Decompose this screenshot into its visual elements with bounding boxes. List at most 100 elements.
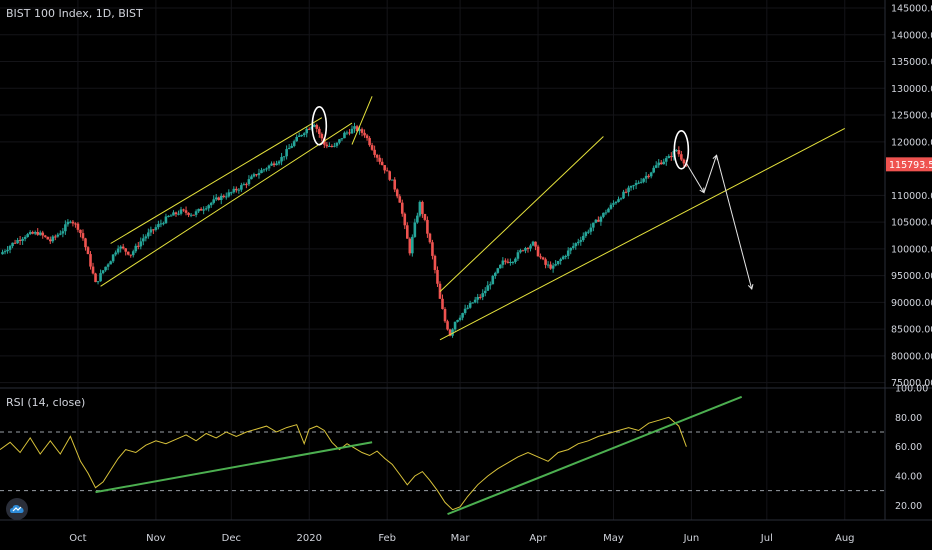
time-tick-label: Jun bbox=[683, 533, 700, 544]
candle-body bbox=[536, 246, 540, 257]
price-tick-label: 75000.00 bbox=[891, 378, 932, 389]
candle-body bbox=[96, 281, 100, 283]
candle-body bbox=[330, 146, 334, 148]
candle-body bbox=[235, 188, 238, 191]
candle-body bbox=[549, 264, 552, 269]
candle-body bbox=[634, 183, 638, 186]
candle-body bbox=[139, 241, 143, 247]
grid-layer bbox=[0, 0, 885, 520]
candle-body bbox=[16, 240, 19, 244]
candle-body bbox=[343, 132, 346, 139]
candle-body bbox=[587, 231, 590, 233]
candle-body bbox=[388, 171, 392, 180]
candle-body bbox=[403, 213, 407, 226]
candle-body bbox=[602, 212, 605, 217]
candle-body bbox=[380, 161, 384, 166]
candle-body bbox=[182, 209, 185, 211]
candle-body bbox=[348, 132, 351, 134]
candle-body bbox=[240, 185, 243, 190]
rsi-line bbox=[0, 416, 687, 511]
candle-body bbox=[217, 197, 221, 201]
candle-body bbox=[418, 201, 422, 216]
candle-body bbox=[413, 222, 417, 237]
candle-body bbox=[390, 179, 394, 181]
rsi-tick-label: 20.00 bbox=[895, 501, 922, 512]
candle-body bbox=[385, 170, 389, 172]
candle-body bbox=[433, 255, 437, 270]
candle-body bbox=[488, 284, 492, 286]
candle-body bbox=[184, 210, 188, 213]
candle-body bbox=[333, 145, 336, 147]
candle-body bbox=[192, 214, 195, 216]
candle-body bbox=[393, 179, 397, 190]
candle-body bbox=[642, 178, 645, 182]
candle-body bbox=[514, 258, 517, 262]
price-tick-label: 105000.00 bbox=[891, 218, 932, 229]
candle-body bbox=[280, 157, 283, 162]
candle-body bbox=[370, 145, 374, 150]
price-tick-label: 110000.00 bbox=[891, 191, 932, 202]
candle-body bbox=[516, 252, 520, 259]
candle-body bbox=[204, 208, 208, 210]
candle-body bbox=[227, 192, 231, 197]
candle-body bbox=[11, 242, 14, 247]
candle-body bbox=[162, 223, 165, 225]
last-price-badge bbox=[886, 157, 932, 172]
candle-body bbox=[431, 242, 434, 256]
candle-body bbox=[89, 254, 92, 267]
candle-body bbox=[33, 232, 37, 234]
candle-body bbox=[312, 124, 316, 127]
price-tick-label: 145000.00 bbox=[891, 4, 932, 15]
candle-body bbox=[559, 259, 562, 262]
candle-body bbox=[13, 242, 17, 244]
candle-body bbox=[265, 168, 268, 170]
candle-body bbox=[282, 156, 286, 158]
last-price-label: 115793.59 bbox=[889, 160, 932, 171]
candle-body bbox=[428, 233, 432, 243]
candle-body bbox=[546, 264, 550, 266]
candle-body bbox=[481, 293, 485, 298]
candle-body bbox=[300, 135, 304, 137]
candle-body bbox=[267, 165, 271, 169]
candle-body bbox=[79, 229, 82, 234]
tradingview-cloud-icon[interactable] bbox=[6, 498, 28, 520]
candle-body bbox=[662, 161, 666, 165]
candle-body bbox=[345, 132, 349, 134]
candle-body bbox=[177, 213, 180, 215]
price-tick-label: 85000.00 bbox=[891, 325, 932, 336]
candle-body bbox=[3, 251, 7, 253]
rsi-indicator-title: RSI (14, close) bbox=[6, 396, 86, 409]
candle-body bbox=[649, 172, 653, 177]
candle-body bbox=[499, 264, 502, 269]
candle-body bbox=[669, 156, 673, 158]
candle-body bbox=[275, 163, 278, 166]
price-chart-title: BIST 100 Index, 1D, BIST bbox=[6, 7, 143, 20]
candle-body bbox=[340, 138, 344, 140]
candle-body bbox=[682, 159, 686, 164]
candle-body bbox=[214, 197, 218, 200]
candle-body bbox=[66, 221, 70, 225]
price-tick-label: 120000.00 bbox=[891, 137, 932, 148]
candle-body bbox=[363, 132, 366, 136]
candle-body bbox=[255, 174, 258, 176]
candles-layer bbox=[1, 122, 688, 338]
candle-body bbox=[325, 144, 329, 147]
candle-body bbox=[579, 240, 583, 242]
candle-body bbox=[599, 216, 603, 222]
candle-body bbox=[142, 238, 145, 242]
candle-body bbox=[619, 198, 623, 200]
candle-body bbox=[466, 307, 469, 309]
candle-body bbox=[654, 165, 658, 168]
time-tick-label: Oct bbox=[69, 533, 86, 544]
candle-body bbox=[458, 317, 462, 320]
candle-body bbox=[443, 309, 447, 322]
candle-body bbox=[509, 261, 512, 263]
candle-body bbox=[131, 251, 135, 256]
candle-body bbox=[496, 268, 500, 273]
candle-body bbox=[36, 232, 40, 235]
candle-body bbox=[59, 233, 62, 235]
price-tick-label: 140000.00 bbox=[891, 30, 932, 41]
rsi-tick-label: 100.00 bbox=[895, 384, 928, 395]
candle-body bbox=[353, 126, 356, 129]
